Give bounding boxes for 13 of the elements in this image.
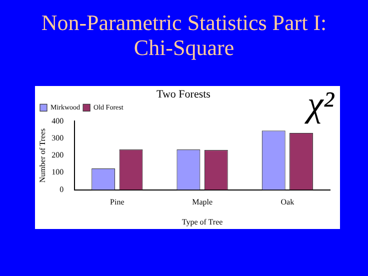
y-tick-label: 100	[52, 168, 64, 177]
y-tick-label: 400	[52, 116, 64, 126]
x-tick-label: Oak	[280, 198, 294, 207]
y-tick-label: 200	[52, 150, 64, 160]
x-tick-label: Maple	[192, 198, 213, 207]
chart-subtitle: Two Forests	[156, 88, 210, 100]
y-axis-title: Number of Trees	[38, 128, 47, 183]
x-axis-title: Type of Tree	[182, 217, 224, 226]
x-tick-label: Pine	[110, 198, 125, 207]
y-tick-label: 300	[52, 133, 64, 142]
chart-title: Non-Parametric Statistics Part I: Chi-Square	[40, 10, 328, 60]
annotation: χ²	[307, 84, 334, 124]
y-tick-label: 0	[60, 184, 64, 194]
